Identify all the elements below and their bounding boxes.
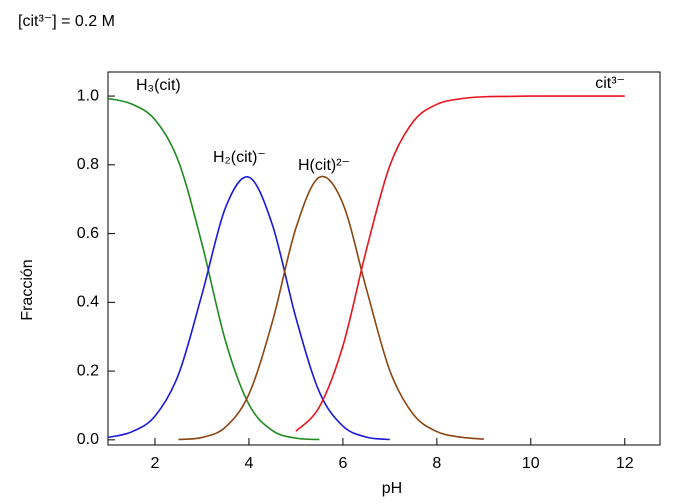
y-tick-label: 0.6 [77, 225, 99, 242]
y-tick-label: 0.4 [77, 294, 99, 311]
y-tick-label: 0.0 [77, 431, 99, 448]
series-label: H₃(cit) [136, 77, 181, 94]
x-tick-label: 12 [616, 455, 634, 472]
line [107, 176, 390, 441]
line [178, 175, 484, 441]
x-tick-label: 4 [244, 455, 253, 472]
y-tick-label: 1.0 [77, 87, 99, 104]
x-tick-label: 8 [432, 455, 441, 472]
plot-frame [107, 71, 661, 446]
series-label: H(cit)²⁻ [298, 157, 350, 174]
x-axis-label: pH [382, 480, 402, 497]
y-tick-label: 0.8 [77, 156, 99, 173]
x-tick-label: 2 [151, 455, 160, 472]
annotation: [cit³⁻] = 0.2 M [18, 13, 115, 30]
x-tick-label: 10 [522, 455, 540, 472]
line [295, 95, 625, 432]
y-tick-label: 0.2 [77, 362, 99, 379]
x-tick-label: 6 [338, 455, 347, 472]
series-label: H₂(cit)⁻ [213, 149, 266, 166]
series-label: cit³⁻ [595, 75, 625, 92]
y-axis-label: Fracción [19, 259, 36, 320]
line [107, 97, 320, 441]
